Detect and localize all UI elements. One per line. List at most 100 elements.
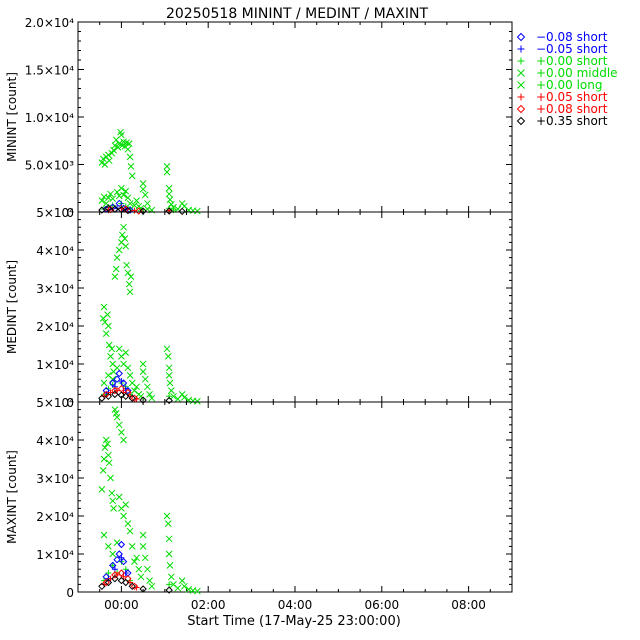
data-point <box>126 288 134 296</box>
x-tick-labels: 00:00 02:00 04:00 06:00 08:00 <box>104 598 486 612</box>
data-point <box>108 345 116 353</box>
data-point <box>146 391 153 398</box>
y-tick-label: 5×10⁴ <box>36 206 74 220</box>
data-point <box>120 436 127 444</box>
data-point <box>111 142 119 149</box>
data-point <box>165 586 173 594</box>
data-point <box>104 204 113 212</box>
data-point <box>113 413 121 421</box>
data-point <box>130 582 139 591</box>
data-point <box>111 406 119 413</box>
panel-1: 0 5.0×10³ 1.0×10⁴ 1.5×10⁴ 2.0×10⁴ MININT [cou… <box>5 16 513 220</box>
data-point <box>105 570 112 576</box>
data-point <box>137 392 145 400</box>
data-point <box>109 561 117 570</box>
data-point <box>102 330 110 337</box>
data-point <box>117 576 126 585</box>
data-point <box>111 383 118 390</box>
data-point <box>165 190 173 198</box>
data-point <box>118 378 125 385</box>
data-point <box>100 531 108 539</box>
data-point <box>165 372 173 379</box>
data-point <box>117 540 126 549</box>
legend-marker <box>517 93 525 101</box>
data-point <box>105 322 112 330</box>
x-tick-label: 02:00 <box>191 598 226 612</box>
data-point <box>115 421 123 429</box>
data-point <box>137 573 145 581</box>
data-point <box>146 577 153 584</box>
data-point <box>126 153 134 161</box>
panel-3: 0 1×10⁴ 2×10⁴ 3×10⁴ 4×10⁴ 5×10⁴ MAXINT [count] <box>5 396 513 600</box>
legend-marker <box>516 116 526 126</box>
data-point <box>105 451 112 459</box>
data-point <box>127 273 135 280</box>
panel-frame <box>77 401 513 593</box>
data-point <box>113 555 121 564</box>
chart-legend: −0.08 short−0.05 short+0.00 short+0.00 m… <box>516 30 618 128</box>
data-point <box>98 206 106 214</box>
data-point <box>115 345 123 353</box>
data-point <box>123 261 130 269</box>
y-tick-label: 1.5×10⁴ <box>25 64 74 78</box>
data-point <box>178 207 186 216</box>
data-point <box>139 531 147 539</box>
y-tick-label: 0 <box>66 586 74 600</box>
panel-2: 0 1×10⁴ 2×10⁴ 3×10⁴ 4×10⁴ 5×10⁴ MEDINT [count] <box>5 206 513 410</box>
data-point <box>115 369 123 378</box>
data-point <box>139 180 147 187</box>
data-point <box>165 550 173 558</box>
data-point <box>109 550 117 558</box>
data-point <box>165 207 173 215</box>
data-point <box>125 140 133 147</box>
data-point <box>124 269 132 277</box>
data-point <box>163 163 171 170</box>
y-tick-label: 1×10⁴ <box>36 548 74 562</box>
data-point <box>128 543 136 550</box>
chart-title: 20250518 MININT / MEDINT / MAXINT <box>166 6 428 22</box>
data-point <box>164 520 172 527</box>
data-point <box>139 368 147 375</box>
data-point <box>165 396 173 405</box>
y-axis-label: MEDINT [count] <box>5 260 19 354</box>
x-tick-label: 06:00 <box>365 598 400 612</box>
data-point <box>101 581 108 588</box>
data-point <box>102 436 110 444</box>
data-point <box>148 394 156 402</box>
y-tick-label: 2×10⁴ <box>36 510 74 524</box>
data-point <box>109 497 117 505</box>
legend-marker <box>516 104 526 114</box>
y-tick-label: 4×10⁴ <box>36 434 74 448</box>
data-point <box>139 543 147 550</box>
data-point <box>115 246 123 254</box>
data-point <box>163 345 171 353</box>
data-point <box>125 280 133 288</box>
data-point <box>193 207 201 215</box>
y-tick-label: 1×10⁴ <box>36 358 74 372</box>
legend-marker <box>517 57 525 65</box>
data-point <box>127 163 135 170</box>
data-point <box>165 535 173 543</box>
data-point <box>166 562 174 569</box>
data-point <box>109 195 117 203</box>
data-point <box>144 200 151 207</box>
data-point <box>141 375 149 383</box>
data-point <box>163 168 171 176</box>
data-point <box>165 364 173 372</box>
legend-label: −0.08 short <box>536 30 608 44</box>
data-point <box>122 392 130 401</box>
data-point <box>126 200 134 207</box>
data-point <box>111 574 119 583</box>
legend-label: +0.00 middle <box>536 66 618 80</box>
data-point <box>124 206 132 215</box>
data-point <box>193 587 201 595</box>
y-tick-label: 5×10⁴ <box>36 396 74 410</box>
data-point <box>118 554 125 561</box>
data-point <box>133 383 140 391</box>
data-point <box>107 353 114 360</box>
y-tick-label: 2×10⁴ <box>36 320 74 334</box>
data-point <box>100 379 108 387</box>
data-point <box>180 582 188 590</box>
data-point <box>170 392 177 400</box>
